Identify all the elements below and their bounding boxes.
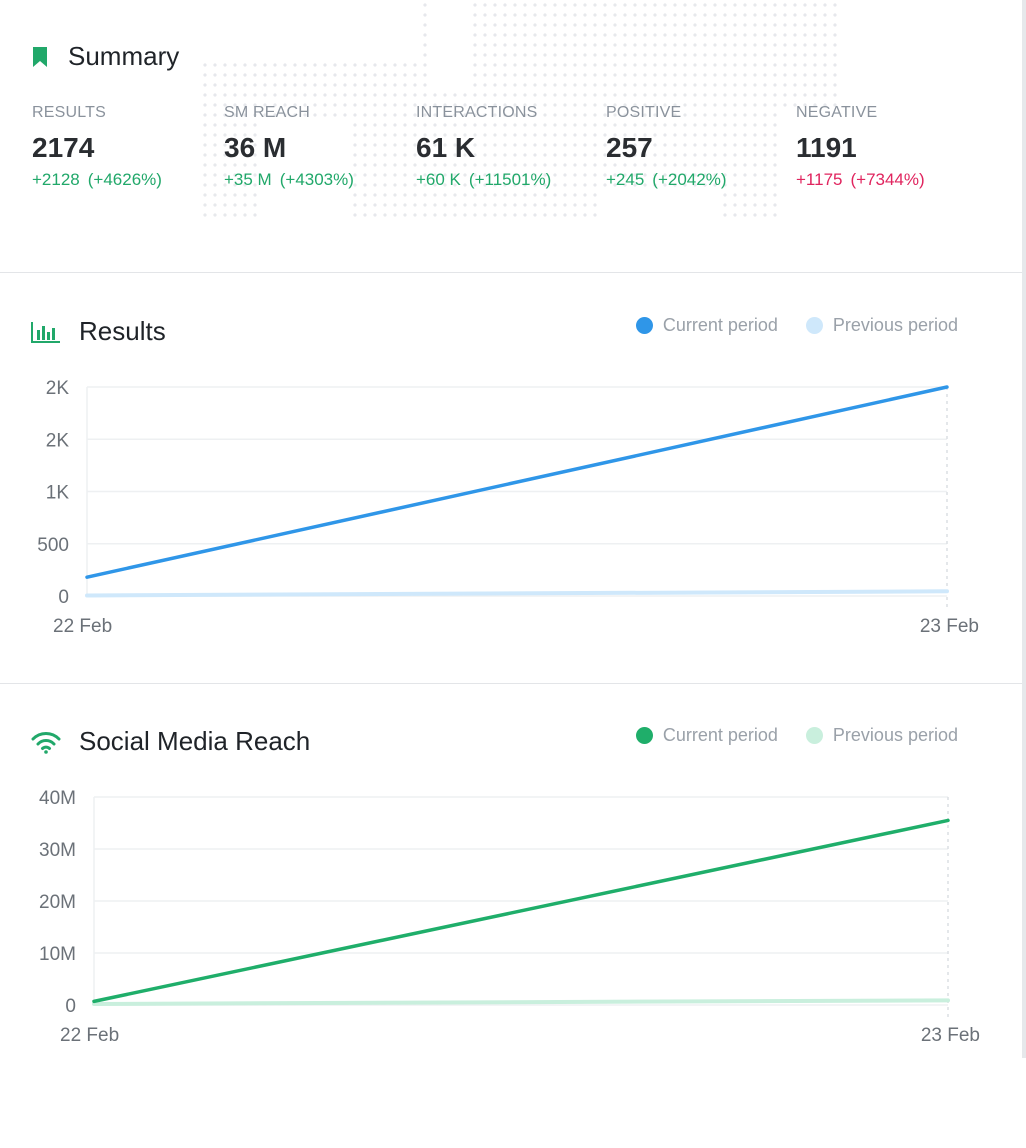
series-line-previous[interactable]	[92, 998, 950, 1006]
stat-change-pct: (+7344%)	[850, 170, 925, 189]
y-tick-label: 0	[58, 587, 69, 608]
legend-current[interactable]: Current period	[635, 315, 778, 336]
bookmark-icon	[31, 45, 49, 69]
legend-dot	[805, 317, 823, 334]
legend-previous[interactable]: Previous period	[805, 725, 958, 746]
reach-header: Social Media Reach	[31, 726, 310, 757]
stat-change: +35 M (+4303%)	[224, 170, 354, 190]
stat-negative: NEGATIVE 1191 +1175 (+7344%)	[796, 104, 925, 190]
x-tick-label: 23 Feb	[920, 616, 979, 637]
stat-change-pct: (+2042%)	[652, 170, 727, 189]
summary-header: Summary	[31, 41, 179, 72]
stat-value: 257	[606, 132, 653, 163]
stat-value: 61 K	[416, 132, 476, 163]
stat-label: RESULTS	[32, 104, 107, 121]
stat-change-abs: +245	[606, 170, 645, 189]
legend-current[interactable]: Current period	[635, 725, 778, 746]
stat-change: +60 K (+11501%)	[416, 170, 551, 190]
stat-label: POSITIVE	[606, 104, 682, 121]
y-tick-label: 10M	[39, 944, 76, 965]
y-tick-label: 40M	[39, 788, 76, 809]
results-title: Results	[79, 316, 166, 346]
stat-value: 2174	[32, 132, 95, 163]
reach-title: Social Media Reach	[79, 726, 311, 756]
legend-label: Previous period	[832, 315, 958, 335]
stat-results: RESULTS 2174 +2128 (+4626%)	[32, 104, 162, 190]
stat-value: 1191	[796, 132, 857, 163]
stat-change-abs: +2128	[32, 170, 80, 189]
reach-panel: Social Media Reach Current period Previo…	[0, 684, 1022, 1058]
stat-change-pct: (+4626%)	[87, 170, 162, 189]
series-line-previous[interactable]	[85, 589, 949, 598]
y-tick-label: 2K	[46, 430, 70, 451]
legend-previous[interactable]: Previous period	[805, 315, 958, 336]
y-tick-label: 2K	[46, 378, 70, 399]
y-tick-label: 500	[37, 535, 69, 556]
legend-dot	[635, 317, 653, 334]
results-line-chart: 0 500 1K 2K 2K 22 Feb 23 Feb	[37, 378, 979, 637]
x-tick-label: 23 Feb	[921, 1025, 980, 1046]
stat-change-abs: +60 K	[416, 170, 461, 189]
stat-change: +2128 (+4626%)	[32, 170, 162, 190]
legend-label: Previous period	[832, 725, 958, 745]
stat-interactions: INTERACTIONS 61 K +60 K (+11501%)	[416, 104, 551, 190]
x-tick-label: 22 Feb	[60, 1025, 119, 1046]
legend-dot	[805, 727, 823, 744]
stat-change-pct: (+11501%)	[468, 170, 552, 189]
bar-chart-icon	[31, 321, 61, 343]
series-line-current[interactable]	[85, 385, 949, 579]
y-tick-label: 30M	[39, 840, 76, 861]
stat-label: INTERACTIONS	[416, 104, 538, 121]
y-tick-label: 0	[65, 996, 76, 1017]
stat-sm-reach: SM REACH 36 M +35 M (+4303%)	[224, 104, 354, 190]
results-header: Results	[31, 316, 166, 347]
y-tick-label: 20M	[39, 892, 76, 913]
stat-positive: POSITIVE 257 +245 (+2042%)	[606, 104, 726, 190]
legend-label: Current period	[662, 725, 778, 745]
reach-line-chart: 0 10M 20M 30M 40M 22 Feb 23 Feb	[39, 788, 980, 1046]
stat-value: 36 M	[224, 132, 287, 163]
legend-label: Current period	[662, 315, 778, 335]
stat-label: NEGATIVE	[796, 104, 878, 121]
summary-section: Summary RESULTS 2174 +2128 (+4626%) SM RE…	[0, 0, 1022, 273]
stat-change: +245 (+2042%)	[606, 170, 726, 190]
right-edge-scrollbar-track	[1022, 0, 1026, 1058]
series-line-current[interactable]	[92, 818, 950, 1004]
stat-change: +1175 (+7344%)	[796, 170, 925, 190]
stat-change-abs: +1175	[796, 170, 843, 189]
stat-label: SM REACH	[224, 104, 311, 121]
wifi-icon	[31, 730, 61, 754]
results-legend: Current period Previous period	[608, 315, 958, 336]
legend-dot	[635, 727, 653, 744]
stat-change-pct: (+4303%)	[279, 170, 354, 189]
world-map-background	[190, 0, 850, 230]
y-tick-label: 1K	[46, 483, 70, 504]
reach-legend: Current period Previous period	[608, 725, 958, 746]
stat-change-abs: +35 M	[224, 170, 272, 189]
x-tick-label: 22 Feb	[53, 616, 112, 637]
results-panel: Results Current period Previous period 0…	[0, 273, 1022, 684]
summary-title: Summary	[68, 41, 180, 71]
